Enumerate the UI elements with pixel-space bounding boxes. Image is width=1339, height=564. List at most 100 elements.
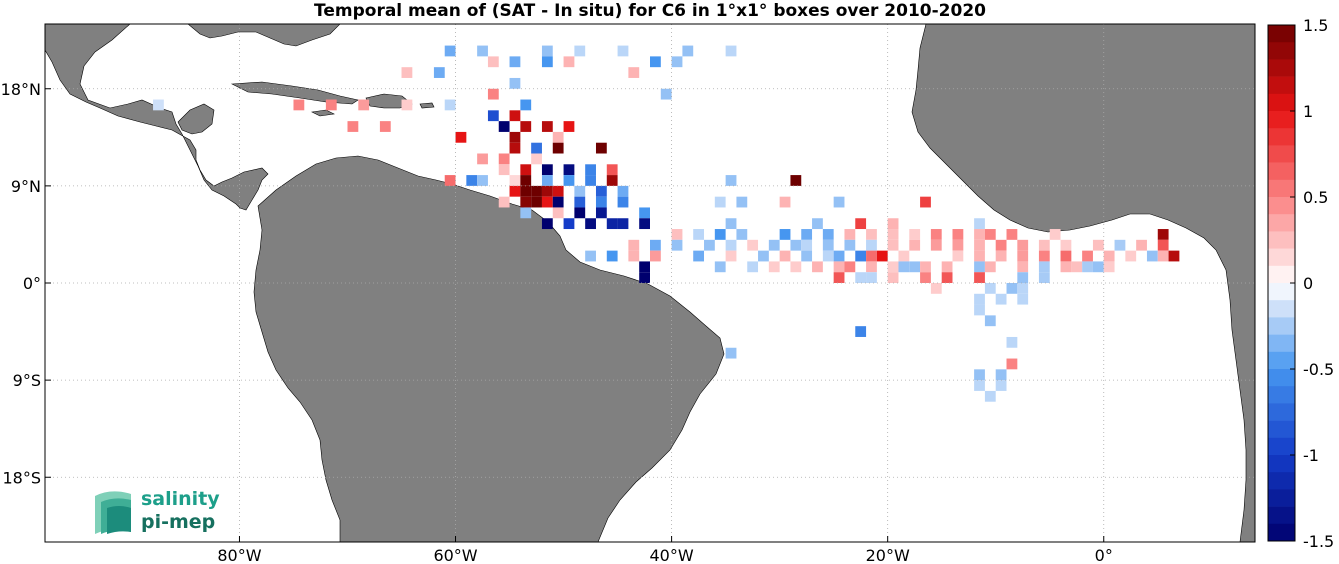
land-cuba xyxy=(230,81,359,105)
data-cell xyxy=(844,261,856,273)
colorbar-tick-label: -1 xyxy=(1303,446,1319,465)
data-cell xyxy=(1006,283,1018,294)
data-cell xyxy=(909,239,921,251)
data-cell xyxy=(725,218,737,230)
data-cell xyxy=(541,185,553,197)
data-cell xyxy=(714,229,726,240)
data-cell xyxy=(974,239,985,251)
data-cell xyxy=(747,261,759,273)
data-cells xyxy=(153,45,1180,402)
data-cell xyxy=(509,175,521,186)
data-cell xyxy=(866,239,877,251)
colorbar-segment xyxy=(1268,334,1295,353)
data-cell xyxy=(606,250,618,262)
colorbar-segment xyxy=(1268,93,1295,112)
colorbar-tick-label: 0 xyxy=(1303,274,1313,293)
data-cell xyxy=(909,261,921,273)
data-cell xyxy=(909,229,921,240)
data-cell xyxy=(768,261,780,273)
data-cell xyxy=(325,99,337,111)
data-cell xyxy=(714,261,726,273)
data-cell xyxy=(574,45,586,57)
data-cell xyxy=(498,164,510,176)
data-cell xyxy=(628,239,640,251)
latitude-labels: 18°N 9°N 0° 9°S 18°S xyxy=(1,80,41,488)
colorbar-segment xyxy=(1268,42,1295,60)
data-cell xyxy=(520,99,532,111)
data-cell xyxy=(920,272,931,283)
colorbar-segment xyxy=(1268,25,1295,43)
data-cell xyxy=(574,196,586,208)
data-cell xyxy=(1038,272,1050,283)
data-cell xyxy=(444,175,456,186)
data-cell xyxy=(866,250,877,262)
data-cell xyxy=(747,239,759,251)
data-cell xyxy=(639,218,650,230)
data-cell xyxy=(520,175,532,186)
colorbar: 1.5 1 0.5 0 -0.5 -1 -1.5 xyxy=(1267,16,1334,551)
data-cell xyxy=(974,261,985,273)
data-cell xyxy=(520,207,532,219)
data-cell xyxy=(876,250,888,262)
data-cell xyxy=(833,261,845,273)
data-cell xyxy=(995,369,1007,381)
data-cell xyxy=(855,272,867,283)
data-cell xyxy=(563,218,575,230)
data-cell xyxy=(725,175,737,186)
data-cell xyxy=(541,218,553,230)
data-cell xyxy=(541,196,553,208)
colorbar-segment xyxy=(1268,523,1295,542)
data-cell xyxy=(779,250,791,262)
longitude-tick-label: 80°W xyxy=(217,546,261,564)
colorbar-segment xyxy=(1268,506,1295,525)
colorbar-tick-label: 1.5 xyxy=(1303,16,1328,35)
data-cell xyxy=(995,239,1007,251)
data-cell xyxy=(736,196,748,208)
longitude-labels: 80°W 60°W 40°W 20°W 0° xyxy=(217,546,1112,564)
data-cell xyxy=(725,239,737,251)
data-cell xyxy=(887,239,899,251)
data-cell xyxy=(595,185,607,197)
data-cell xyxy=(801,239,813,251)
colorbar-segment xyxy=(1268,162,1295,181)
data-cell xyxy=(1017,272,1029,283)
data-cell xyxy=(941,261,953,273)
data-cell xyxy=(520,164,532,176)
data-cell xyxy=(887,229,899,240)
data-cell xyxy=(1017,250,1029,262)
data-cell xyxy=(1060,261,1072,273)
colorbar-segment xyxy=(1268,369,1295,387)
data-cell xyxy=(650,250,661,262)
data-cell xyxy=(509,56,521,68)
colorbar-segment xyxy=(1268,265,1295,284)
data-cell xyxy=(293,99,305,111)
data-cell xyxy=(1114,239,1126,251)
data-cell xyxy=(1060,239,1072,251)
land-africa xyxy=(911,24,1255,542)
data-cell xyxy=(1017,293,1029,305)
data-cell xyxy=(1136,239,1147,251)
data-cell xyxy=(639,207,650,219)
data-cell xyxy=(520,121,532,132)
map-title: Temporal mean of (SAT - In situ) for C6 … xyxy=(314,1,986,21)
data-cell xyxy=(995,250,1007,262)
colorbar-segment xyxy=(1268,283,1295,301)
data-cell xyxy=(1146,250,1158,262)
data-cell xyxy=(974,304,985,316)
colorbar-tick-label: 0.5 xyxy=(1303,188,1328,207)
data-cell xyxy=(725,250,737,262)
latitude-tick-label: 18°N xyxy=(1,80,41,99)
data-cell xyxy=(920,196,931,208)
data-cell xyxy=(509,185,521,197)
data-cell xyxy=(509,110,521,122)
data-cell xyxy=(552,207,564,219)
colorbar-segment xyxy=(1268,403,1295,421)
data-cell xyxy=(671,229,683,240)
colorbar-segment xyxy=(1268,214,1295,232)
data-cell xyxy=(984,229,996,240)
data-cell xyxy=(585,175,596,186)
colorbar-segment xyxy=(1268,455,1295,473)
data-cell xyxy=(866,272,877,283)
land-jamaica xyxy=(311,109,335,117)
data-cell xyxy=(693,250,705,262)
